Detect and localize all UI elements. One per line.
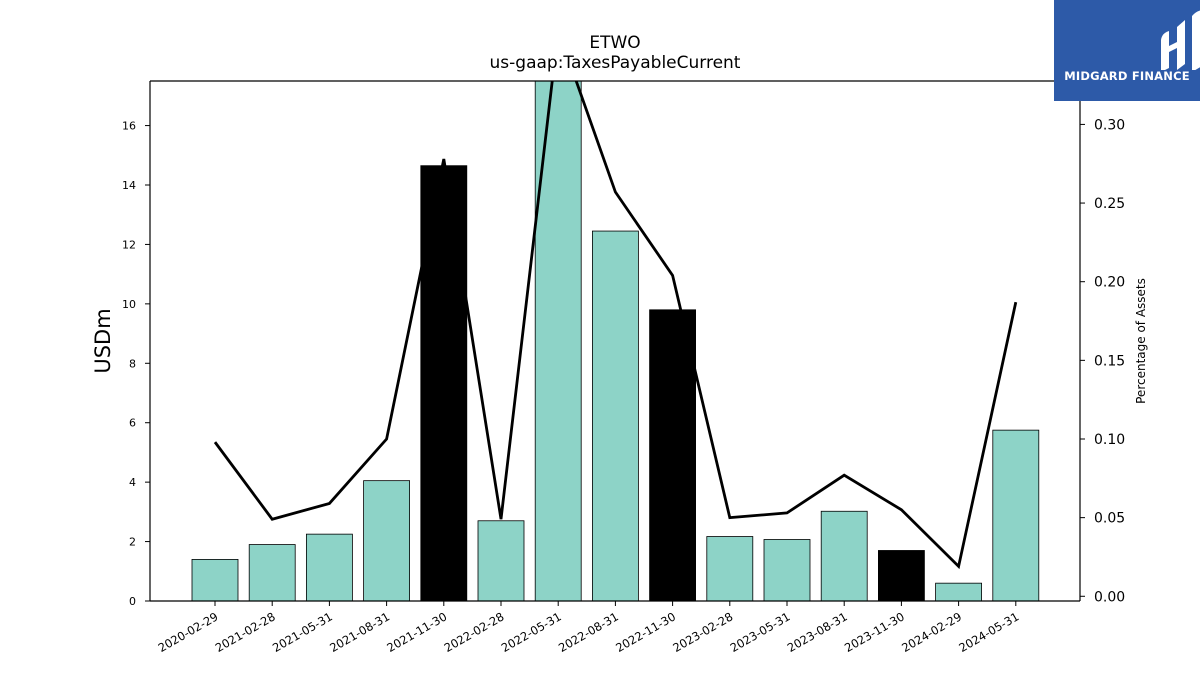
brand-logo-text: MIDGARD FINANCE (1064, 69, 1190, 83)
y-axis-ticks: 0 2 4 6 8 10 12 14 16 (122, 120, 150, 608)
y-tick-label: 10 (122, 298, 136, 311)
bar-2024-05-31 (992, 429, 1040, 601)
bar-2022-11-30 (649, 309, 696, 601)
bar-2020-02-29 (191, 559, 239, 601)
y2-axis-ticks: 0.00 0.05 0.10 0.15 0.20 0.25 0.30 (1080, 117, 1125, 605)
y-axis-label: USDm (91, 308, 115, 373)
x-tick-label: 2022-05-31 (499, 609, 564, 655)
x-tick-label: 2023-05-31 (728, 609, 793, 655)
bar-2021-08-31 (363, 480, 411, 601)
y-tick-label: 0 (129, 595, 136, 608)
y-tick-label: 14 (122, 179, 136, 192)
y2-tick-label: 0.00 (1094, 589, 1125, 605)
x-tick-label: 2023-11-30 (842, 609, 907, 655)
chart-title: ETWO (589, 33, 640, 53)
y2-axis-label: Percentage of Assets (1134, 278, 1148, 404)
bar-2022-08-31 (592, 230, 639, 601)
bar-series (191, 81, 1040, 601)
line-series (213, 81, 1018, 570)
x-tick-label: 2020-02-29 (156, 609, 221, 655)
bar-2023-05-31 (763, 539, 811, 601)
x-axis-ticks: 2020-02-292021-02-282021-05-312021-08-31… (156, 601, 1021, 655)
y2-tick-label: 0.15 (1094, 353, 1125, 369)
y-tick-label: 16 (122, 120, 136, 133)
y-tick-label: 4 (129, 476, 136, 489)
y-tick-label: 8 (129, 357, 136, 370)
x-tick-label: 2023-08-31 (785, 609, 850, 655)
bar-2023-08-31 (820, 510, 868, 601)
y2-tick-label: 0.10 (1094, 432, 1125, 448)
x-tick-label: 2022-11-30 (613, 609, 678, 655)
x-tick-label: 2021-05-31 (270, 609, 335, 655)
y2-tick-label: 0.25 (1094, 196, 1125, 212)
x-tick-label: 2024-05-31 (956, 609, 1021, 655)
y2-tick-label: 0.20 (1094, 275, 1125, 291)
x-tick-label: 2022-02-28 (442, 609, 507, 655)
x-tick-label: 2021-08-31 (327, 609, 392, 655)
y2-tick-label: 0.05 (1094, 511, 1125, 527)
x-tick-label: 2021-11-30 (384, 609, 449, 655)
bar-2024-02-29 (935, 582, 982, 601)
x-tick-label: 2024-02-29 (899, 609, 964, 655)
y-tick-label: 12 (122, 238, 136, 251)
bar-2021-05-31 (305, 533, 353, 601)
x-tick-label: 2021-02-28 (213, 609, 278, 655)
bar-2022-02-28 (477, 520, 525, 601)
y-tick-label: 2 (129, 536, 136, 549)
y-tick-label: 6 (129, 417, 136, 430)
bar-2023-02-28 (706, 536, 754, 601)
y2-tick-label: 0.30 (1094, 117, 1125, 133)
bar-2023-11-30 (878, 550, 925, 601)
brand-logo-mark-icon (1161, 10, 1200, 70)
x-tick-label: 2022-08-31 (556, 609, 621, 655)
brand-logo: MIDGARD FINANCE (1054, 0, 1200, 101)
x-tick-label: 2023-02-28 (670, 609, 735, 655)
chart-subtitle: us-gaap:TaxesPayableCurrent (490, 53, 741, 73)
bar-2021-02-28 (248, 544, 296, 601)
